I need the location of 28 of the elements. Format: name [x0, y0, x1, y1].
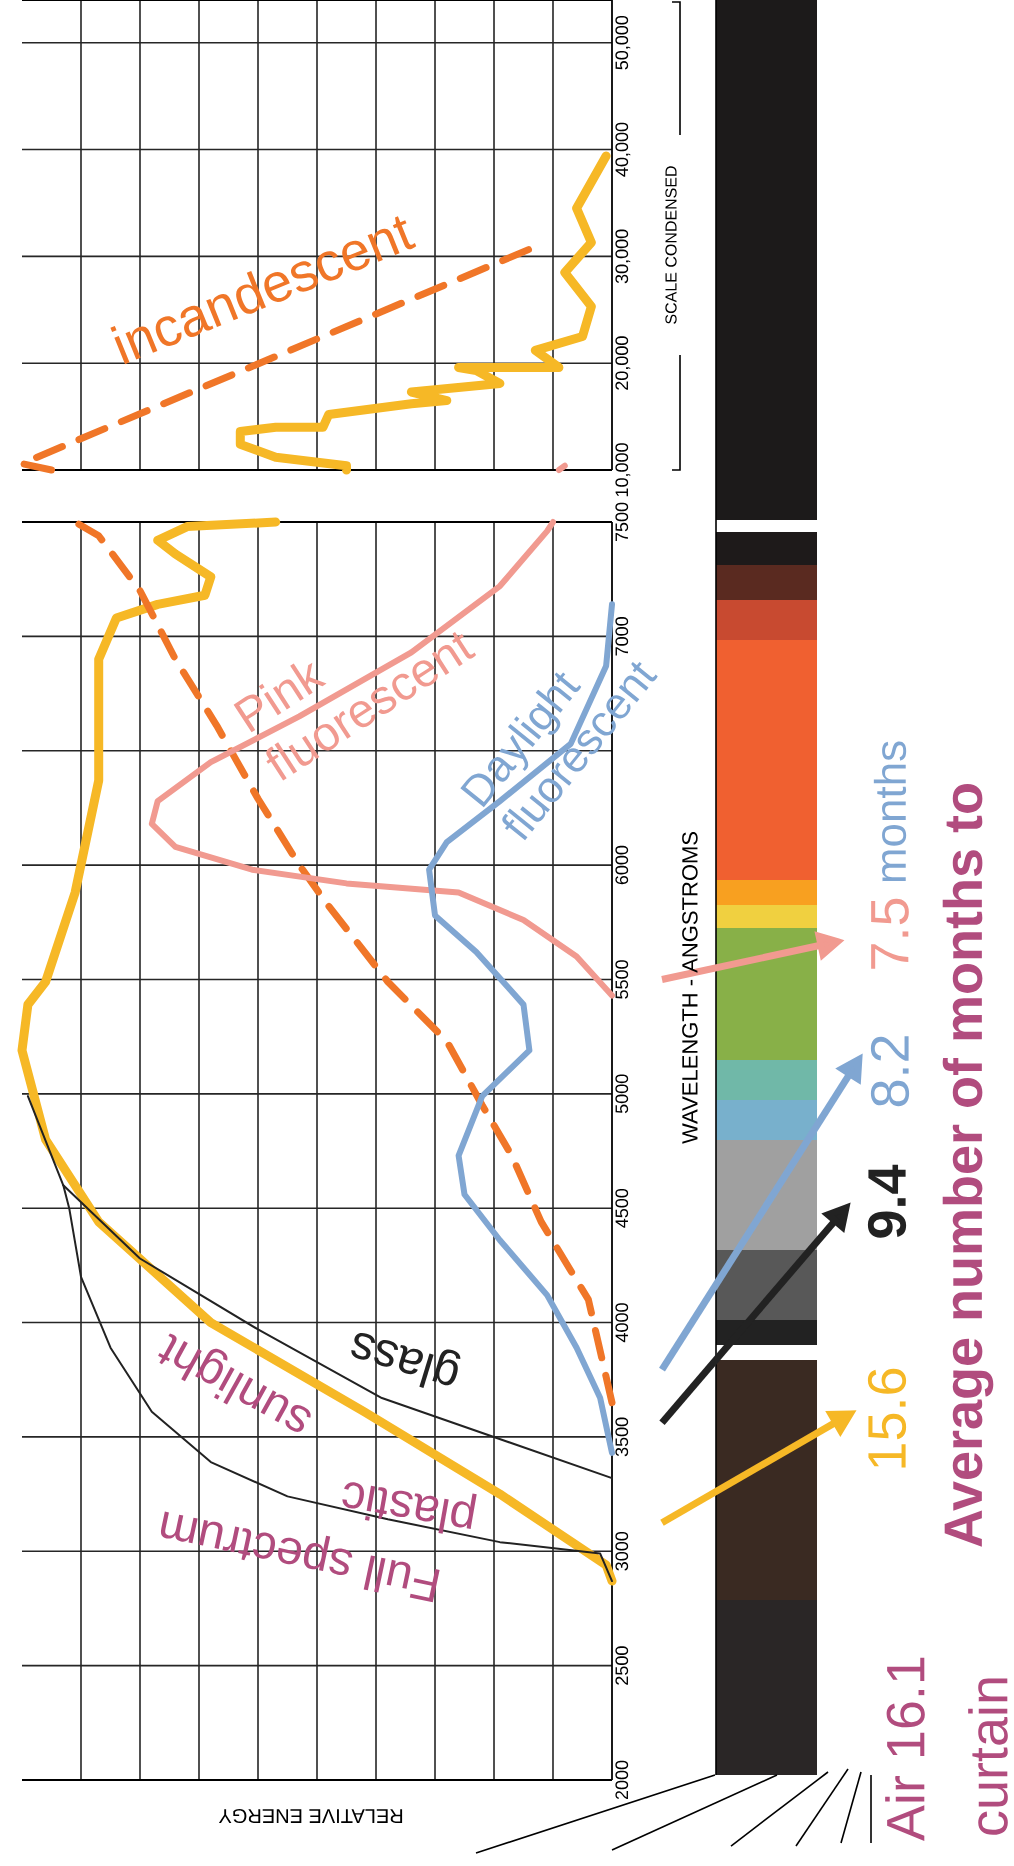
- y-tick-label: 3000: [615, 1531, 629, 1571]
- y-tick-label: 30,000: [615, 229, 631, 284]
- y-tick-label: 4500: [615, 1188, 629, 1228]
- text: 15.6: [867, 1368, 907, 1468]
- y-tick-label: 3500: [615, 1417, 629, 1457]
- y-axis-title: WAVELENGTH - ANGSTROMS: [682, 832, 698, 1144]
- text: months: [873, 741, 907, 882]
- y-tick-label: 7000: [615, 617, 629, 656]
- text: glass: [351, 1333, 461, 1389]
- y-tick-label: 2500: [615, 1646, 629, 1685]
- text: Average number of months to: [942, 784, 994, 1547]
- y-tick-label: 5500: [615, 960, 629, 999]
- y-tick-label: 20,000: [615, 336, 631, 390]
- x-axis-title: RELATIVE ENERGY: [218, 1808, 403, 1824]
- y-tick-label: 50,000: [615, 15, 631, 70]
- text: 7.5: [871, 898, 909, 969]
- y-tick-label: 7500: [615, 502, 629, 542]
- y-tick-label: 5000: [615, 1074, 629, 1114]
- y-tick-label: 10,000: [615, 443, 631, 497]
- text: Air 16.1: [885, 1657, 925, 1841]
- text: SCALE CONDENSED: [665, 166, 677, 324]
- text: curtain: [968, 1678, 1008, 1835]
- y-tick-label: 4000: [615, 1303, 629, 1343]
- text: 9.4: [867, 1164, 907, 1238]
- y-tick-label: 2000: [615, 1760, 629, 1800]
- text: 8.2: [870, 1036, 910, 1107]
- y-tick-label: 6000: [615, 845, 629, 885]
- y-tick-label: 40,000: [615, 122, 631, 177]
